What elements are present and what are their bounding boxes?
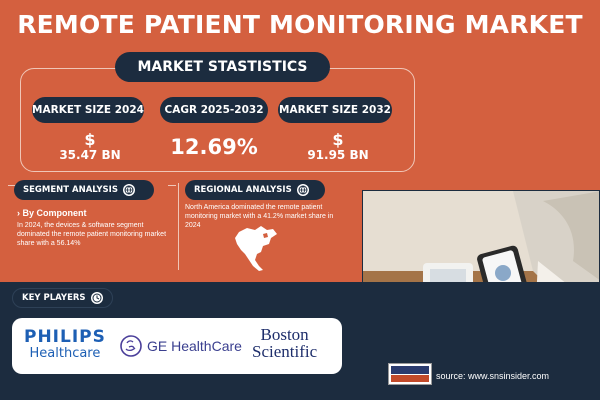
stat-amount: 35.47 BN	[59, 148, 121, 162]
regional-analysis-heading: REGIONAL ANALYSIS	[185, 180, 325, 200]
segment-analysis-label: SEGMENT ANALYSIS	[23, 185, 118, 195]
divider	[178, 183, 179, 270]
north-america-map	[235, 226, 277, 271]
stat-value-2024: $ 35.47 BN	[40, 130, 140, 163]
segment-analysis-heading: SEGMENT ANALYSIS	[14, 180, 154, 200]
stats-heading: MARKET STASTISTICS	[115, 52, 330, 82]
clock-icon	[90, 292, 103, 304]
philips-healthcare-logo: PHILIPS Healthcare	[24, 328, 106, 361]
globe-icon	[296, 184, 309, 196]
stat-label-market-size-2024: MARKET SIZE 2024	[32, 97, 144, 123]
key-players-label: KEY PLAYERS	[22, 293, 86, 303]
boston-scientific-logo: Boston Scientific	[252, 326, 317, 360]
boston-word-2: Scientific	[252, 342, 318, 361]
globe-icon	[122, 184, 135, 196]
currency-symbol: $	[84, 130, 96, 149]
divider	[168, 185, 176, 186]
currency-symbol: $	[332, 130, 344, 149]
ge-brand: GE HealthCare	[147, 338, 242, 354]
regional-analysis-label: REGIONAL ANALYSIS	[194, 185, 292, 195]
ge-monogram-icon	[120, 335, 142, 357]
philips-brand: PHILIPS	[24, 327, 106, 347]
regional-text: North America dominated the remote patie…	[185, 204, 334, 229]
segment-subheading: › By Component	[17, 208, 87, 218]
key-players-logos: PHILIPS Healthcare GE HealthCare Boston …	[12, 318, 342, 374]
stat-value-2032: $ 91.95 BN	[288, 130, 388, 163]
stat-label-market-size-2032: MARKET SIZE 2032	[278, 97, 392, 123]
ge-healthcare-logo: GE HealthCare	[120, 335, 242, 357]
boston-word-1: Boston	[260, 325, 309, 344]
page-title: REMOTE PATIENT MONITORING MARKET	[17, 10, 583, 39]
segment-text: In 2024, the devices & software segment …	[17, 222, 167, 247]
stat-label-cagr: CAGR 2025-2032	[160, 97, 268, 123]
stat-amount: 91.95 BN	[307, 148, 369, 162]
key-players-heading: KEY PLAYERS	[12, 288, 113, 308]
source-text: source: www.snsinsider.com	[436, 371, 550, 381]
divider	[8, 185, 16, 186]
philips-sub: Healthcare	[29, 346, 101, 361]
sns-insider-logo	[388, 363, 432, 385]
stat-value-cagr: 12.69%	[170, 135, 258, 159]
